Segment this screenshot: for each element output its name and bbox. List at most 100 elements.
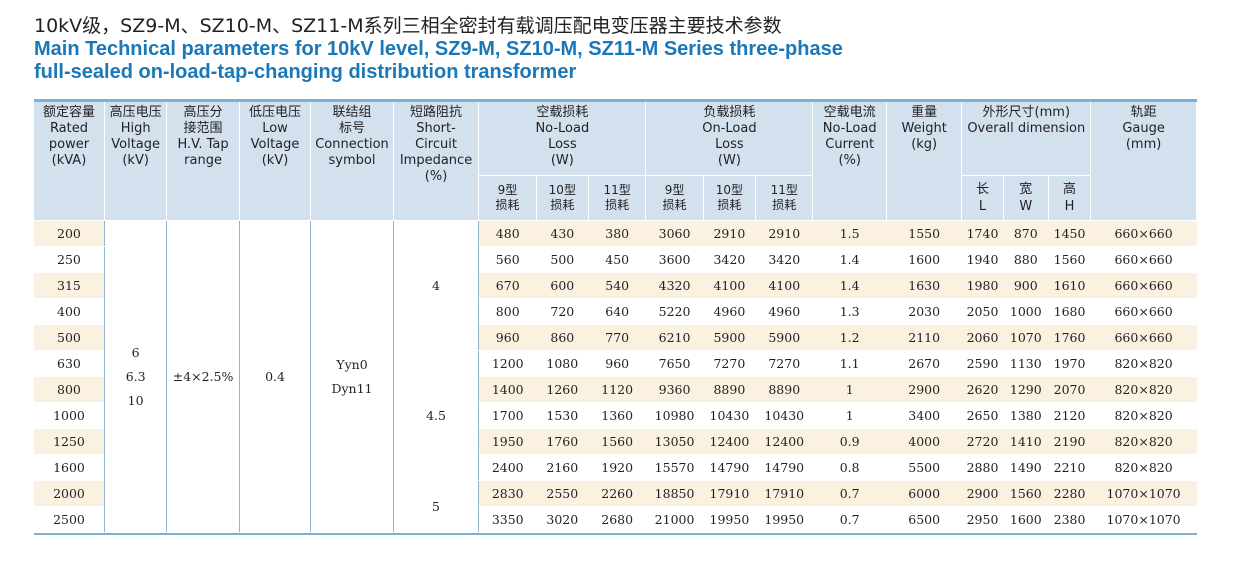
cell-dimension: 1490 <box>1003 454 1049 481</box>
table-body: 200 6 6.3 10 ±4×2.5% 0.4 Yyn0 Dyn11 4 480 430 380 30… <box>34 220 1197 533</box>
cell-weight: 2110 <box>886 324 962 351</box>
header-load-loss: 负载损耗 On-Load Loss (W) <box>645 102 814 176</box>
cell-gauge: 1070×1070 <box>1090 480 1197 507</box>
cell-dimension: 1970 <box>1048 350 1091 377</box>
cell-dimension: 2280 <box>1048 480 1091 507</box>
header-noload-loss: 空载损耗 No-Load Loss (W) <box>478 102 647 176</box>
cell-weight: 6500 <box>886 506 962 533</box>
cell-weight: 1630 <box>886 272 962 299</box>
cell-noload-loss: 500 <box>536 246 589 273</box>
cell-connection-symbol: Yyn0 Dyn11 <box>310 220 394 533</box>
cell-load-loss: 13050 <box>645 428 704 455</box>
cell-dimension: 1680 <box>1048 298 1091 325</box>
cell-weight: 5500 <box>886 454 962 481</box>
cell-load-loss: 19950 <box>755 506 813 533</box>
cell-low-voltage: 0.4 <box>238 220 312 533</box>
header-load-10: 10型 损耗 <box>703 175 757 221</box>
table-row: 630 4.5 1200 1080 960 7650 7270 7270 1.1 2670 2590… <box>34 350 1197 481</box>
cell-noload-loss: 960 <box>478 324 537 351</box>
connection-symbol-value: Yyn0 <box>336 356 368 372</box>
cell-noload-loss: 860 <box>536 324 589 351</box>
cell-noload-loss: 380 <box>588 220 646 247</box>
cell-noload-loss: 1400 <box>478 376 537 403</box>
cell-weight: 2900 <box>886 376 962 403</box>
cell-gauge: 820×820 <box>1090 454 1197 481</box>
cell-dimension: 2070 <box>1048 376 1091 403</box>
high-voltage-value: 10 <box>127 392 144 408</box>
cell-noload-loss: 1080 <box>536 350 589 377</box>
cell-load-loss: 19950 <box>703 506 756 533</box>
cell-noload-loss: 1920 <box>588 454 646 481</box>
cell-impedance: 4.5 <box>392 350 480 481</box>
header-high-voltage: 高压电压 High Voltage (kV) <box>104 102 168 221</box>
table-row: 500 960 860 770 6210 5900 5900 1.2 2110 2060 1070 1… <box>34 324 1197 351</box>
cell-load-loss: 4960 <box>755 298 813 325</box>
table-row: 1250 1950 1760 1560 13050 12400 12400 0.9 4000 27… <box>34 428 1197 455</box>
header-noload-current: 空载电流 No-Load Current (%) <box>812 102 887 221</box>
cell-noload-current: 1 <box>812 376 887 403</box>
cell-dimension: 2950 <box>961 506 1004 533</box>
cell-high-voltage: 6 6.3 10 <box>103 220 168 533</box>
cell-noload-current: 1.5 <box>812 220 887 247</box>
cell-load-loss: 14790 <box>755 454 813 481</box>
cell-noload-current: 0.7 <box>812 506 887 533</box>
cell-load-loss: 4960 <box>703 298 756 325</box>
cell-load-loss: 3420 <box>703 246 756 273</box>
header-load-11: 11型 损耗 <box>755 175 814 221</box>
cell-weight: 6000 <box>886 480 962 507</box>
parameters-table: 额定容量 Rated power (kVA) 高压电压 High Voltage (kV) … <box>34 99 1197 535</box>
header-connection-symbol: 联结组 标号 Connection symbol <box>310 102 394 221</box>
cell-rated-power: 250 <box>34 246 105 273</box>
cell-rated-power: 1000 <box>34 402 105 429</box>
cell-noload-current: 1 <box>812 402 887 429</box>
cell-rated-power: 200 <box>34 220 105 247</box>
header-gauge: 轨距 Gauge (mm) <box>1090 102 1197 221</box>
cell-noload-loss: 2400 <box>478 454 537 481</box>
cell-noload-loss: 2160 <box>536 454 589 481</box>
table-bottom-rule <box>34 533 1197 535</box>
cell-load-loss: 2910 <box>703 220 756 247</box>
cell-dimension: 870 <box>1003 220 1049 247</box>
cell-noload-loss: 670 <box>478 272 537 299</box>
cell-noload-loss: 800 <box>478 298 537 325</box>
connection-symbol-value: Dyn11 <box>331 380 373 396</box>
cell-weight: 4000 <box>886 428 962 455</box>
cell-noload-loss: 1760 <box>536 428 589 455</box>
title-english-line-2: full-sealed on-load-tap-changing distrib… <box>34 61 577 83</box>
cell-dimension: 2650 <box>961 402 1004 429</box>
cell-rated-power: 800 <box>34 376 105 403</box>
cell-noload-loss: 430 <box>536 220 589 247</box>
cell-dimension: 1610 <box>1048 272 1091 299</box>
spec-table: 额定容量 Rated power (kVA) 高压电压 High Voltage (kV) … <box>34 102 1197 533</box>
cell-gauge: 660×660 <box>1090 246 1197 273</box>
cell-gauge: 820×820 <box>1090 350 1197 377</box>
cell-dimension: 1130 <box>1003 350 1049 377</box>
table-row: 400 800 720 640 5220 4960 4960 1.3 2030 2050 1000 1… <box>34 298 1197 325</box>
cell-load-loss: 7270 <box>703 350 756 377</box>
cell-load-loss: 21000 <box>645 506 704 533</box>
cell-load-loss: 10980 <box>645 402 704 429</box>
cell-weight: 2030 <box>886 298 962 325</box>
cell-noload-current: 1.4 <box>812 272 887 299</box>
table-row: 2500 3350 3020 2680 21000 19950 19950 0.7 6500 29… <box>34 506 1197 533</box>
cell-dimension: 2210 <box>1048 454 1091 481</box>
cell-noload-loss: 480 <box>478 220 537 247</box>
cell-load-loss: 9360 <box>645 376 704 403</box>
high-voltage-value: 6.3 <box>125 368 146 384</box>
cell-dimension: 2620 <box>961 376 1004 403</box>
cell-impedance: 5 <box>392 480 480 533</box>
cell-dimension: 880 <box>1003 246 1049 273</box>
title-english-line-1: Main Technical parameters for 10kV level… <box>34 38 843 60</box>
cell-noload-loss: 1360 <box>588 402 646 429</box>
cell-rated-power: 1600 <box>34 454 105 481</box>
cell-load-loss: 5900 <box>755 324 813 351</box>
cell-load-loss: 17910 <box>755 480 813 507</box>
cell-dimension: 2380 <box>1048 506 1091 533</box>
cell-weight: 1600 <box>886 246 962 273</box>
cell-noload-current: 0.9 <box>812 428 887 455</box>
cell-rated-power: 2000 <box>34 480 105 507</box>
cell-gauge: 660×660 <box>1090 220 1197 247</box>
cell-load-loss: 4100 <box>755 272 813 299</box>
